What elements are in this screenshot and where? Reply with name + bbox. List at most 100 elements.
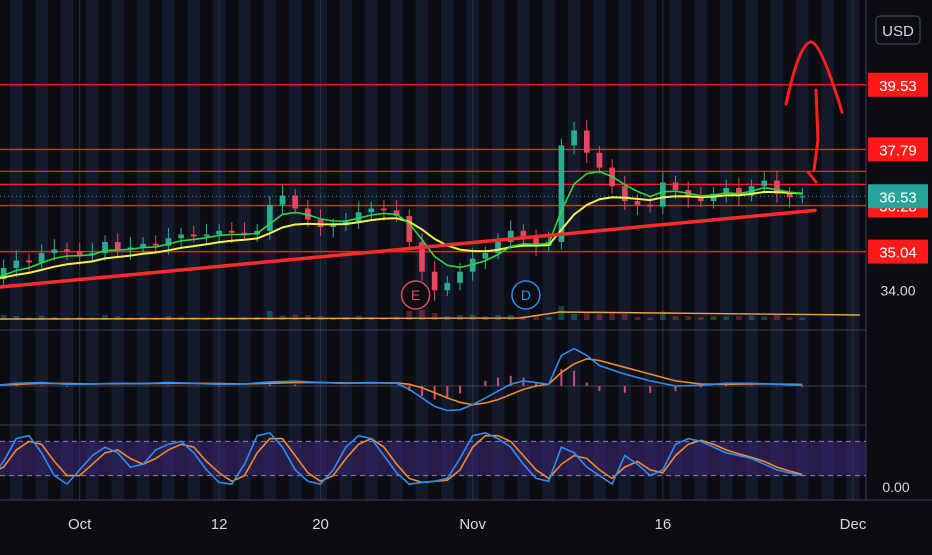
candle-body <box>38 253 45 263</box>
stripe <box>517 0 530 500</box>
stripe <box>238 0 251 500</box>
candle-body <box>583 130 590 153</box>
volume-bar <box>266 311 273 320</box>
candle-body <box>761 180 768 187</box>
volume-bar <box>558 306 565 320</box>
candle-body <box>799 196 806 198</box>
stochastic-d-line <box>0 434 803 484</box>
candle-body <box>228 230 235 233</box>
candle-body <box>330 225 337 228</box>
volume-bar <box>659 311 666 320</box>
candle-body <box>51 249 58 254</box>
candle-body <box>786 193 793 198</box>
candle-body <box>355 212 362 222</box>
candle-body <box>495 241 501 254</box>
currency-button[interactable]: USD <box>875 15 921 45</box>
volume-bar <box>406 311 413 320</box>
stripe <box>567 0 581 500</box>
price-badge: 39.53 <box>868 72 928 97</box>
candle-body <box>621 186 628 202</box>
candle-body <box>0 267 7 280</box>
candle-body <box>774 180 780 194</box>
candle-body <box>216 230 222 235</box>
volume-bars <box>0 306 861 320</box>
volume-bar <box>774 314 780 320</box>
candle-body <box>76 251 83 255</box>
volume-bar <box>710 316 717 320</box>
volume-bar <box>13 316 20 320</box>
candle-body <box>127 247 134 250</box>
hand-drawn-arrow-tail <box>806 170 818 184</box>
stripe <box>745 0 758 500</box>
stripe <box>288 0 302 500</box>
volume-bar <box>698 317 704 320</box>
stripe <box>593 0 606 500</box>
event-marker-circle <box>400 280 431 310</box>
candle-body <box>698 197 704 202</box>
price-badge: 35.04 <box>868 239 928 264</box>
event-marker-label: D <box>521 287 531 303</box>
candle-body <box>659 182 666 207</box>
candle-body <box>140 243 146 248</box>
volume-bar <box>609 313 615 320</box>
stochastic-axis-label: 0.00 <box>882 479 909 495</box>
hand-drawn-peak-arrow <box>784 40 844 114</box>
candle-body <box>114 241 121 250</box>
volume-bar <box>723 316 730 320</box>
event-marker-dividend: D <box>511 280 541 310</box>
candle-body <box>533 238 539 246</box>
stripe <box>719 0 733 500</box>
candle-body <box>152 243 159 246</box>
volume-bar <box>114 316 121 320</box>
candle-body <box>203 234 210 237</box>
candle-body <box>102 241 108 254</box>
candle-body <box>393 210 400 216</box>
price-badge-box <box>868 72 928 97</box>
ascending-trendline <box>0 208 817 289</box>
candle-body <box>190 234 197 237</box>
time-axis-label: Nov <box>459 516 486 533</box>
price-badge-label: 35.04 <box>879 245 917 262</box>
volume-bar <box>748 315 755 320</box>
moving-averages <box>0 170 803 279</box>
time-axis-label: 12 <box>211 516 228 533</box>
candle-body <box>368 208 375 213</box>
macd-line <box>0 347 803 412</box>
candle-body <box>381 208 387 211</box>
volume-bar <box>799 317 806 320</box>
time-axis-label: 16 <box>654 516 671 533</box>
candle-body <box>13 260 20 268</box>
event-marker-earnings: E <box>400 280 431 310</box>
stripe <box>770 0 784 500</box>
stripe <box>821 0 834 500</box>
background-stripes <box>9 0 860 500</box>
candle-body <box>482 253 489 259</box>
volume-bar <box>634 317 641 320</box>
volume-bar <box>102 315 108 320</box>
stripe <box>339 0 353 500</box>
price-badge-box <box>868 137 928 162</box>
stripe <box>669 0 682 500</box>
candle-body <box>457 271 463 283</box>
candle-body <box>507 230 514 242</box>
ma-fast-line <box>0 170 803 278</box>
currency-button-label[interactable]: USD <box>882 23 914 40</box>
candle-body <box>178 234 184 239</box>
volume-bar <box>533 316 539 320</box>
volume-bar <box>292 314 299 320</box>
candle-body <box>444 282 451 291</box>
volume-bar <box>736 316 742 320</box>
volume-bar <box>419 310 425 320</box>
level-lines <box>0 84 866 253</box>
volume-bar <box>761 316 768 320</box>
stochastic-panel <box>0 432 866 486</box>
candle-body <box>431 271 438 291</box>
volume-bar <box>38 315 45 320</box>
stripe <box>263 0 277 500</box>
ma-slow-line <box>0 190 803 279</box>
candle-body <box>419 241 425 272</box>
volume-bar <box>786 317 793 320</box>
